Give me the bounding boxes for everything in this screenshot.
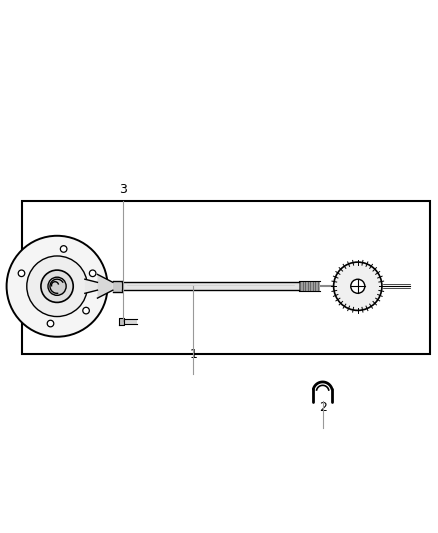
Bar — [22, 200, 429, 354]
Text: 3: 3 — [119, 183, 127, 196]
Circle shape — [48, 277, 66, 295]
Polygon shape — [97, 274, 113, 298]
Circle shape — [7, 236, 107, 337]
Polygon shape — [85, 279, 97, 293]
Text: 1: 1 — [189, 348, 197, 361]
Circle shape — [27, 256, 87, 317]
Polygon shape — [122, 282, 298, 290]
Circle shape — [89, 270, 96, 277]
Circle shape — [333, 262, 381, 310]
Text: 2: 2 — [318, 401, 326, 414]
Circle shape — [83, 308, 89, 314]
Polygon shape — [124, 319, 137, 324]
Circle shape — [350, 279, 364, 293]
Circle shape — [41, 270, 73, 302]
Polygon shape — [298, 281, 320, 292]
Circle shape — [18, 270, 25, 277]
Circle shape — [60, 246, 67, 252]
Polygon shape — [113, 281, 122, 292]
Circle shape — [47, 320, 53, 327]
Polygon shape — [118, 318, 124, 325]
Circle shape — [328, 258, 385, 315]
